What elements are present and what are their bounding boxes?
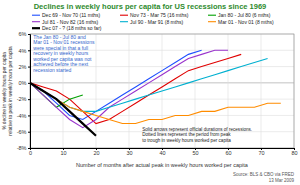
x-tick: 20	[93, 148, 99, 156]
plot-background	[30, 34, 294, 148]
y-tick-mark	[28, 132, 30, 133]
legend-swatch	[32, 27, 40, 29]
x-tick-label: 0	[29, 150, 32, 156]
legend-item: Jul 81 - Nov 82 (16 mths)	[32, 19, 98, 25]
y-tick-label: -2%	[17, 96, 27, 102]
y-tick-label: 0%	[19, 80, 27, 86]
plot-frame	[30, 34, 294, 148]
source: Source: BLS & CBO via FRED	[233, 172, 295, 177]
series-line	[30, 54, 241, 123]
legend-item: Jan 80 - Jul 80 (6 mths)	[208, 12, 271, 18]
y-tick-label: 2%	[19, 64, 27, 70]
annotation-line: recession started	[33, 67, 71, 73]
x-tick: 10	[60, 148, 66, 156]
legend-label: Nov 73 - Mar 75 (16 mths)	[130, 12, 189, 18]
y-tick-mark	[28, 34, 30, 35]
grid-line-x	[96, 34, 97, 148]
x-tick-label: 80	[291, 150, 297, 156]
chart-container: -8% -6% -4% -2% 0% 2% 4% 6% 0 10 20 30 40 50 60 70 80 Dec…	[0, 0, 300, 185]
x-tick-label: 70	[258, 150, 264, 156]
grid-line-x	[261, 34, 262, 148]
y-tick: -2%	[17, 96, 30, 102]
x-axis: 0 10 20 30 40 50 60 70 80	[29, 148, 298, 156]
x-tick: 70	[258, 148, 264, 156]
legend-swatch	[32, 15, 40, 16]
x-tick: 50	[192, 148, 198, 156]
x-tick-label: 30	[126, 150, 132, 156]
x-axis-title: Number of months after actual peak in we…	[76, 162, 249, 168]
y-axis-title: relative to peak in weekly hours per cap…	[8, 46, 13, 136]
legend-swatch	[208, 21, 216, 22]
y-axis-title: % decline in weekly hours per capita	[2, 52, 7, 130]
x-tick: 30	[126, 148, 132, 156]
y-tick: -4%	[17, 113, 30, 119]
legend-label: Jul 90 - Mar 91 (8 mths)	[130, 19, 183, 25]
y-tick-mark	[28, 99, 30, 100]
x-tick: 40	[159, 148, 165, 156]
x-tick: 80	[291, 148, 297, 156]
y-tick: 2%	[19, 64, 30, 70]
y-tick-mark	[28, 50, 30, 51]
title: Declines in weekly hours per capita for …	[34, 2, 267, 11]
y-tick: 4%	[19, 48, 30, 54]
legend: Dec 69 - Nov 70 (11 mths) Nov 73 - Mar 75…	[32, 12, 274, 31]
legend-item: Dec 07 - ? (18 mths so far)	[32, 25, 102, 31]
grid	[30, 34, 294, 148]
y-tick-label: 6%	[19, 31, 27, 37]
y-axis: -8% -6% -4% -2% 0% 2% 4% 6%	[17, 31, 31, 151]
x-tick: 60	[225, 148, 231, 156]
x-tick-label: 50	[192, 150, 198, 156]
annotation: Solid arrows represent official duration…	[142, 127, 252, 143]
legend-label: Dec 07 - ? (18 mths so far)	[42, 25, 102, 31]
lines	[30, 50, 281, 136]
y-tick-mark	[28, 148, 30, 149]
legend-swatch	[120, 21, 128, 22]
x-tick-label: 10	[60, 150, 66, 156]
legend-label: Jul 81 - Nov 82 (16 mths)	[42, 19, 98, 25]
legend-item: Jul 90 - Mar 91 (8 mths)	[120, 19, 183, 25]
date: 13 Mar 2009	[269, 178, 295, 183]
legend-label: Jan 80 - Jul 80 (6 mths)	[218, 12, 271, 18]
x-tick-label: 60	[225, 150, 231, 156]
legend-label: Dec 69 - Nov 70 (11 mths)	[42, 12, 101, 18]
series-line	[30, 50, 202, 119]
y-tick-label: -4%	[17, 113, 27, 119]
series-line	[30, 83, 96, 136]
series-line	[30, 58, 268, 111]
y-tick-label: -6%	[17, 129, 27, 135]
legend-swatch	[208, 15, 216, 16]
annotation-line: to trough in weekly hours worked per cap…	[142, 138, 231, 143]
y-tick: 6%	[19, 31, 30, 37]
legend-item: Mar 01 - Nov 01 (8 mths)	[208, 19, 274, 25]
series-line	[30, 50, 228, 127]
y-tick: -6%	[17, 129, 30, 135]
legend-label: Mar 01 - Nov 01 (8 mths)	[218, 19, 274, 25]
x-tick-label: 20	[93, 150, 99, 156]
y-tick: 0%	[19, 80, 30, 86]
annotation-line: Dotted lines represent the period from p…	[142, 132, 231, 137]
y-tick-mark	[28, 115, 30, 116]
legend-item: Dec 69 - Nov 70 (11 mths)	[32, 12, 101, 18]
y-tick-label: 4%	[19, 48, 27, 54]
legend-swatch	[120, 15, 128, 16]
y-tick-mark	[28, 67, 30, 68]
annotation-line: Solid arrows represent official duration…	[142, 127, 252, 132]
x-tick: 0	[29, 148, 32, 156]
series-line	[30, 83, 281, 124]
y-axis-line	[28, 35, 31, 149]
y-tick-label: -8%	[17, 145, 27, 151]
chart-svg: -8% -6% -4% -2% 0% 2% 4% 6% 0 10 20 30 40 50 60 70 80 Dec…	[0, 0, 300, 185]
legend-item: Nov 73 - Mar 75 (16 mths)	[120, 12, 189, 18]
annotation: The Jan 80 - Jul 80 andMar 01 - Nov 01 r…	[33, 34, 95, 73]
y-tick-mark	[28, 83, 30, 84]
legend-swatch	[32, 21, 40, 22]
x-tick-label: 40	[159, 150, 165, 156]
